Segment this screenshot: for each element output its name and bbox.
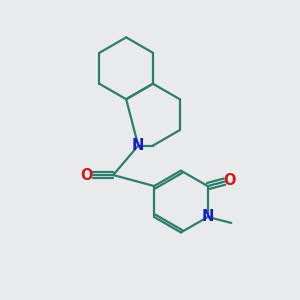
Text: N: N (202, 209, 214, 224)
Text: N: N (132, 138, 144, 153)
Text: O: O (80, 167, 93, 182)
Text: O: O (224, 173, 236, 188)
